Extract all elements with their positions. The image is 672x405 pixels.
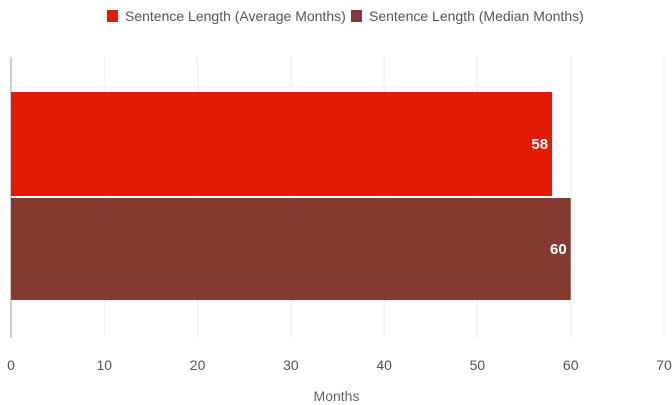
legend[interactable]: Sentence Length (Average Months) Sentenc… <box>107 8 584 24</box>
legend-swatch-median <box>351 10 362 22</box>
bar-median[interactable] <box>11 198 571 300</box>
data-labels: 58 60 <box>531 136 566 258</box>
bar-average[interactable] <box>11 92 553 196</box>
x-axis-title: Months <box>314 388 360 404</box>
data-label-average: 58 <box>531 136 548 153</box>
legend-item-average[interactable]: Sentence Length (Average Months) <box>107 8 346 24</box>
bars <box>11 92 571 300</box>
x-tick-label: 70 <box>656 357 672 373</box>
x-tick-label: 0 <box>7 357 15 373</box>
x-tick-label: 40 <box>376 357 392 373</box>
legend-swatch-average <box>107 10 118 22</box>
x-tick-label: 10 <box>96 357 112 373</box>
legend-label-median: Sentence Length (Median Months) <box>369 8 584 24</box>
x-tick-label: 30 <box>283 357 299 373</box>
data-label-median: 60 <box>550 241 567 258</box>
x-axis-ticks: 0 10 20 30 40 50 60 70 <box>7 357 672 373</box>
x-tick-label: 20 <box>190 357 206 373</box>
x-tick-label: 60 <box>563 357 579 373</box>
x-tick-label: 50 <box>470 357 486 373</box>
legend-item-median[interactable]: Sentence Length (Median Months) <box>351 8 584 24</box>
legend-label-average: Sentence Length (Average Months) <box>125 8 346 24</box>
